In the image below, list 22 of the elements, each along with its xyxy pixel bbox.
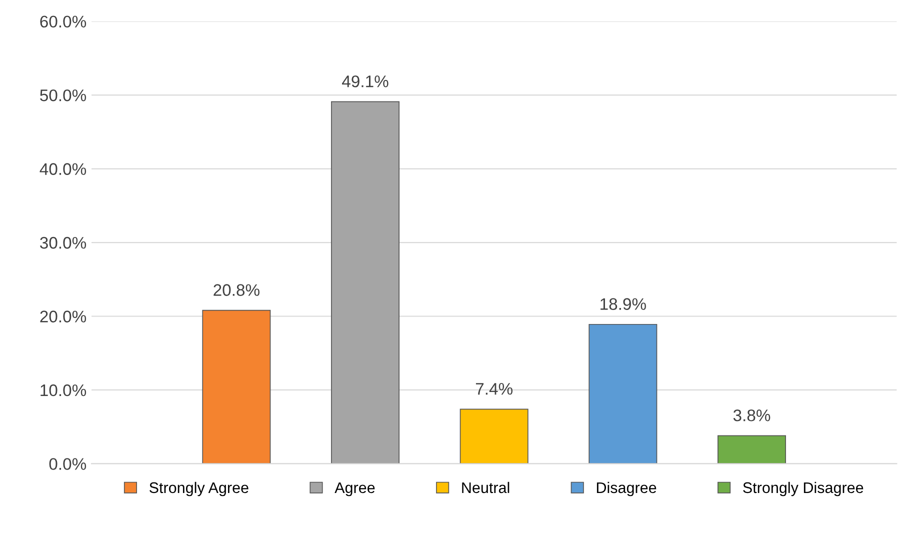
y-tick-label: 30.0% [40, 236, 86, 249]
y-tick-label: 50.0% [40, 89, 86, 102]
data-label: 18.9% [600, 298, 646, 310]
legend-label: Strongly Disagree [743, 482, 864, 496]
y-tick-label: 40.0% [40, 163, 86, 175]
bar [331, 101, 400, 464]
data-label: 3.8% [733, 409, 770, 422]
data-label: 7.4% [476, 383, 512, 395]
bar [588, 324, 658, 464]
y-tick-label: 60.0% [40, 16, 86, 28]
legend-label: Neutral [462, 482, 510, 494]
y-tick-label: 0.0% [49, 458, 86, 470]
y-tick-label: 10.0% [40, 384, 86, 396]
legend-label: Strongly Agree [150, 482, 248, 496]
y-tick-label: 20.0% [40, 310, 86, 322]
bar [460, 408, 528, 464]
data-label: 20.8% [214, 284, 260, 296]
bar [202, 310, 271, 464]
legend-label: Agree [334, 482, 375, 496]
data-label: 49.1% [342, 75, 388, 88]
legend-label: Disagree [596, 482, 656, 496]
bar [718, 435, 786, 464]
